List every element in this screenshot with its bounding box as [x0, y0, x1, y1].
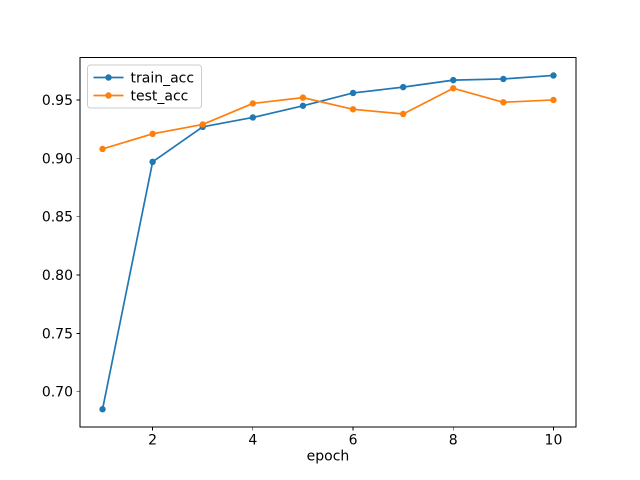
train-acc-marker	[249, 114, 257, 121]
test-acc-marker	[249, 100, 257, 107]
x-tick-label: 6	[349, 433, 358, 449]
test-acc-marker	[349, 106, 357, 113]
train-acc-marker	[99, 406, 106, 413]
train-acc-marker	[349, 89, 357, 97]
x-tick-label: 4	[248, 433, 257, 449]
train-acc-marker	[550, 72, 557, 79]
x-axis-title: epoch	[307, 449, 350, 465]
y-axis: 0.70 0.75 0.80 0.85 0.90 0.95	[42, 93, 80, 401]
train-acc-marker	[399, 83, 407, 91]
x-tick-label: 10	[545, 433, 563, 449]
y-tick-label: 0.80	[42, 268, 73, 284]
x-axis: 2 4 6 8 10	[148, 427, 563, 449]
test-acc-marker	[299, 94, 307, 101]
y-tick-label: 0.70	[42, 385, 73, 401]
test-acc-marker	[500, 99, 507, 106]
test-acc-marker	[199, 121, 206, 128]
legend-entry: test_acc	[93, 89, 189, 105]
test-acc-marker	[550, 96, 557, 104]
legend-entry: train_acc	[93, 71, 195, 87]
legend-label: train_acc	[131, 71, 195, 87]
train-acc-marker	[299, 102, 307, 109]
y-tick-label: 0.85	[42, 210, 73, 226]
legend-marker-sample	[105, 74, 112, 81]
train-acc-marker	[500, 75, 507, 83]
train-acc-series	[99, 72, 557, 413]
y-tick-label: 0.75	[42, 326, 73, 342]
test-acc-marker	[450, 85, 457, 92]
train-acc-marker	[149, 158, 156, 166]
y-tick-label: 0.90	[42, 151, 73, 167]
legend: train_acc test_acc	[87, 64, 202, 109]
test-acc-marker	[149, 130, 156, 138]
x-tick-label: 8	[449, 433, 458, 449]
test-acc-series	[99, 85, 557, 153]
train-acc-line	[101, 74, 555, 411]
legend-frame	[87, 64, 202, 109]
test-acc-marker	[99, 145, 106, 153]
train-acc-marker	[450, 76, 457, 84]
x-tick-label: 2	[148, 433, 157, 449]
legend-marker-sample	[105, 92, 112, 99]
axes-spines	[79, 57, 577, 428]
legend-label: test_acc	[131, 89, 189, 105]
test-acc-line	[101, 87, 555, 150]
y-tick-label: 0.95	[42, 93, 73, 109]
test-acc-marker	[399, 110, 407, 118]
